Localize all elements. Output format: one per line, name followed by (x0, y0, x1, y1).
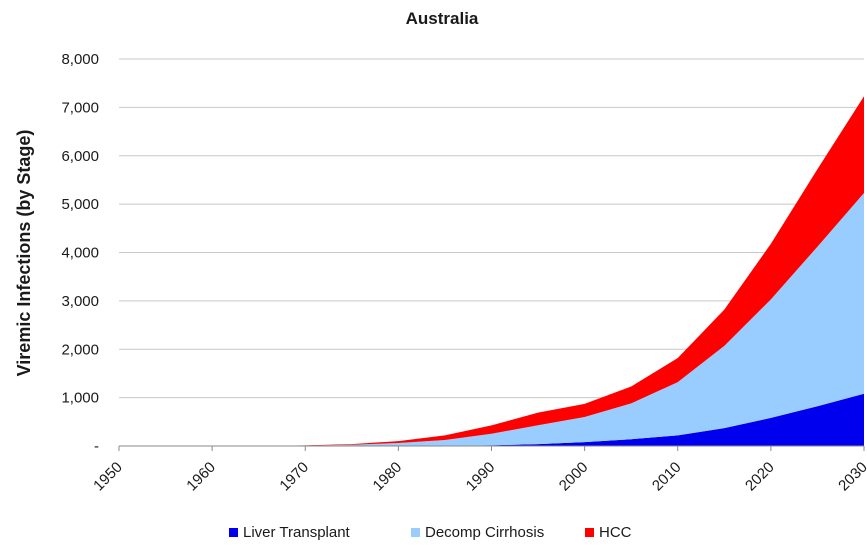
y-tick-label: 1,000 (61, 390, 99, 407)
y-tick-label: 5,000 (61, 196, 99, 213)
x-tick-label: 1950 (90, 459, 126, 495)
y-axis-label: Viremic Infections (by Stage) (14, 130, 34, 377)
x-tick-label: 2010 (649, 459, 685, 495)
x-tick-label: 2030 (835, 459, 867, 495)
chart-title: Australia (406, 9, 479, 28)
legend-swatch-decomp-cirrhosis (411, 528, 420, 537)
y-tick-label: 4,000 (61, 245, 99, 262)
y-tick-label: 6,000 (61, 148, 99, 165)
x-tick-label: 1960 (183, 459, 219, 495)
legend-label-decomp-cirrhosis: Decomp Cirrhosis (425, 524, 544, 541)
y-tick-label: - (94, 438, 99, 455)
y-tick-label: 2,000 (61, 341, 99, 358)
legend-label-hcc: HCC (599, 524, 632, 541)
y-tick-label: 7,000 (61, 99, 99, 116)
axes (118, 445, 865, 451)
x-tick-label: 2000 (556, 459, 592, 495)
plot-areas (119, 96, 864, 446)
area-decomp-cirrhosis (119, 193, 864, 446)
x-tick-label: 1980 (370, 459, 406, 495)
y-tick-label: 8,000 (61, 51, 99, 68)
legend-label-liver-transplant: Liver Transplant (243, 524, 351, 541)
legend-swatch-liver-transplant (229, 528, 238, 537)
x-tick-label: 1970 (276, 459, 312, 495)
y-tick-labels: - 1,000 2,000 3,000 4,000 5,000 6,000 7,000 8,00… (61, 51, 99, 455)
legend: Liver Transplant Decomp Cirrhosis HCC (229, 524, 632, 541)
grid-lines (119, 58, 864, 399)
x-tick-labels: 1950 1960 1970 1980 1990 2000 2010 2020 2030 (90, 459, 867, 495)
area-hcc (119, 96, 864, 446)
x-tick-label: 2020 (742, 459, 778, 495)
legend-swatch-hcc (585, 528, 594, 537)
x-tick-label: 1990 (463, 459, 499, 495)
area-liver-transplant (119, 393, 864, 446)
y-tick-label: 3,000 (61, 293, 99, 310)
